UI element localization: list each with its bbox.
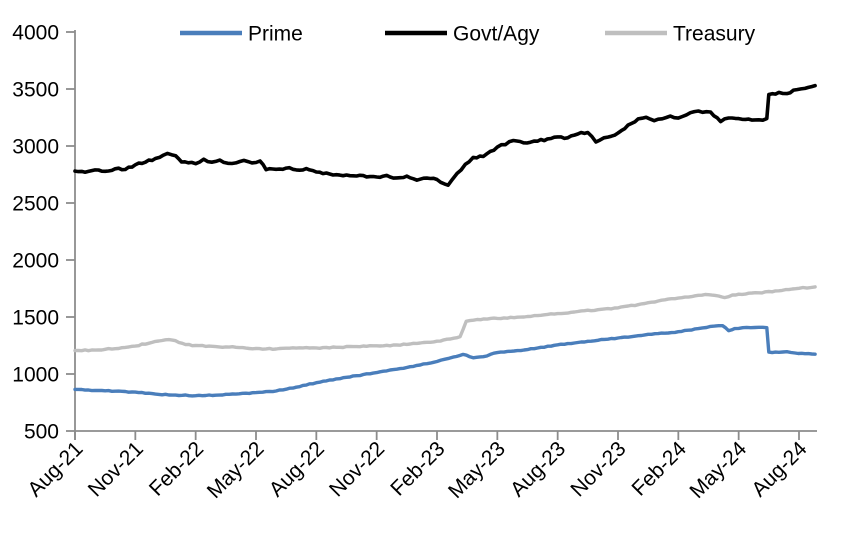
x-tick-label: May-24 bbox=[685, 437, 751, 503]
series-line-govt-agy bbox=[73, 83, 817, 187]
series-line-treasury bbox=[73, 285, 817, 353]
y-tick-label: 3500 bbox=[12, 79, 59, 102]
x-tick-label: Nov-21 bbox=[84, 437, 148, 501]
y-tick-label: 1500 bbox=[12, 307, 59, 330]
x-tick-label: Feb-22 bbox=[145, 437, 208, 500]
x-tick-label: May-22 bbox=[203, 437, 269, 503]
y-tick-label: 2500 bbox=[12, 193, 59, 216]
legend-label: Govt/Agy bbox=[453, 23, 540, 46]
x-tick-label: Feb-24 bbox=[628, 437, 692, 501]
y-tick-label: 1000 bbox=[12, 364, 59, 387]
y-tick-label: 2000 bbox=[12, 250, 59, 273]
y-tick-label: 4000 bbox=[12, 22, 59, 45]
legend-label: Treasury bbox=[673, 23, 756, 46]
series-line-prime bbox=[73, 324, 817, 398]
legend-item-prime: Prime bbox=[180, 23, 303, 46]
legend-item-govt-agy: Govt/Agy bbox=[385, 23, 540, 46]
x-tick-label: Feb-23 bbox=[386, 437, 449, 500]
x-tick-label: Aug-21 bbox=[23, 437, 87, 501]
x-tick-label: Aug-23 bbox=[506, 437, 570, 501]
y-tick-label: 500 bbox=[24, 421, 59, 444]
x-tick-label: Aug-22 bbox=[265, 437, 329, 501]
x-tick-label: Nov-23 bbox=[566, 437, 630, 501]
legend-label: Prime bbox=[248, 23, 303, 46]
x-tick-label: Nov-22 bbox=[325, 437, 389, 501]
x-tick-label: Aug-24 bbox=[747, 437, 811, 501]
legend-item-treasury: Treasury bbox=[605, 23, 756, 46]
x-tick-label: May-23 bbox=[444, 437, 510, 503]
y-tick-label: 3000 bbox=[12, 136, 59, 159]
